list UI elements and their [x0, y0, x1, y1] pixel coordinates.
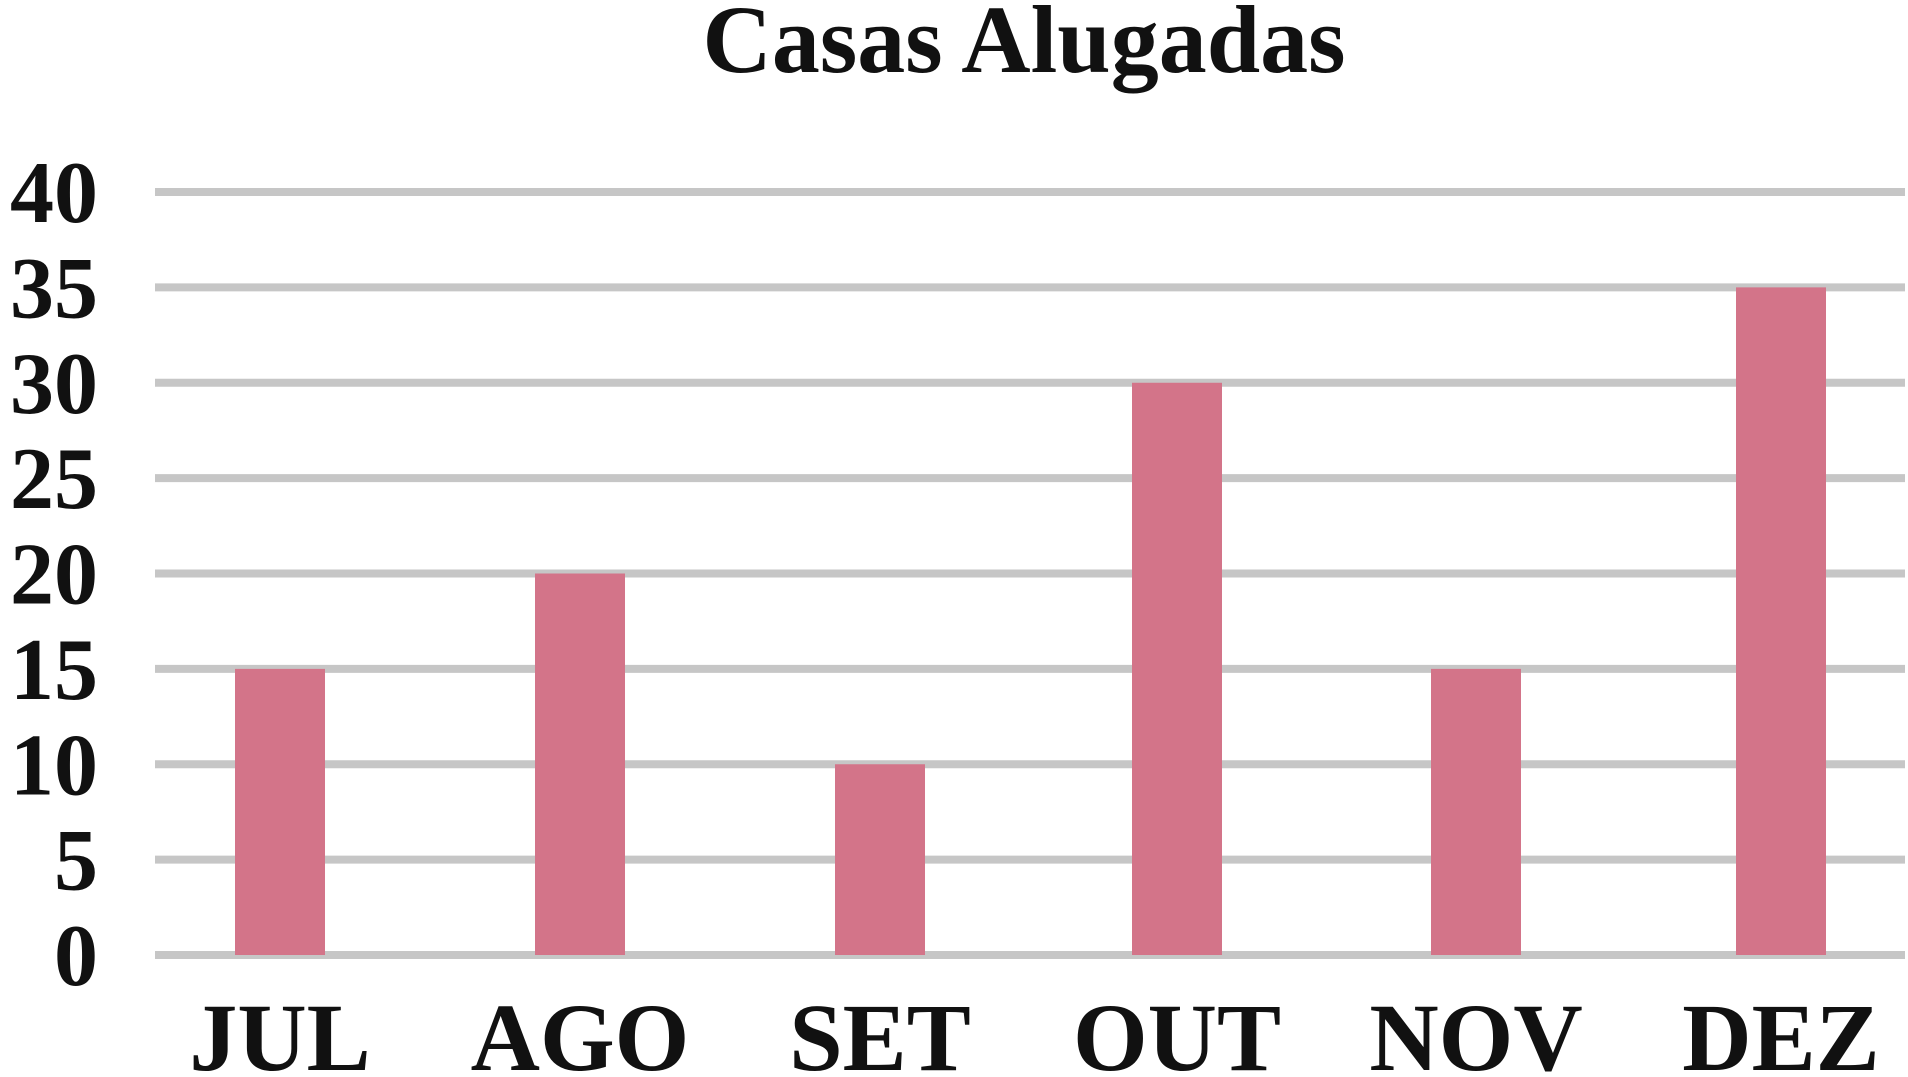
- bar-jul: [235, 668, 325, 955]
- y-tick-label: 0: [54, 908, 98, 1005]
- x-tick-label: AGO: [471, 984, 690, 1077]
- y-tick-label: 25: [10, 431, 98, 528]
- x-tick-label: SET: [789, 984, 970, 1077]
- y-tick-label: 40: [10, 145, 98, 242]
- y-tick-label: 15: [10, 622, 98, 719]
- y-tick-label: 20: [10, 527, 98, 624]
- bar-nov: [1431, 668, 1521, 955]
- chart-title: Casas Alugadas: [703, 0, 1346, 93]
- y-tick-label: 5: [54, 813, 98, 910]
- x-tick-label: NOV: [1369, 984, 1582, 1077]
- bar-ago: [535, 573, 625, 955]
- x-tick-label: DEZ: [1682, 984, 1879, 1077]
- bars: [235, 287, 1826, 955]
- y-tick-label: 35: [10, 240, 98, 337]
- gridlines: [155, 188, 1905, 959]
- x-tick-label: JUL: [189, 984, 370, 1077]
- y-tick-label: 30: [10, 336, 98, 433]
- bar-out: [1132, 382, 1222, 955]
- x-tick-label: OUT: [1073, 984, 1281, 1077]
- x-axis-tick-labels: JUL AGO SET OUT NOV DEZ: [189, 984, 1879, 1077]
- bar-set: [835, 764, 925, 955]
- bar-dez: [1736, 287, 1826, 955]
- y-tick-label: 10: [10, 717, 98, 814]
